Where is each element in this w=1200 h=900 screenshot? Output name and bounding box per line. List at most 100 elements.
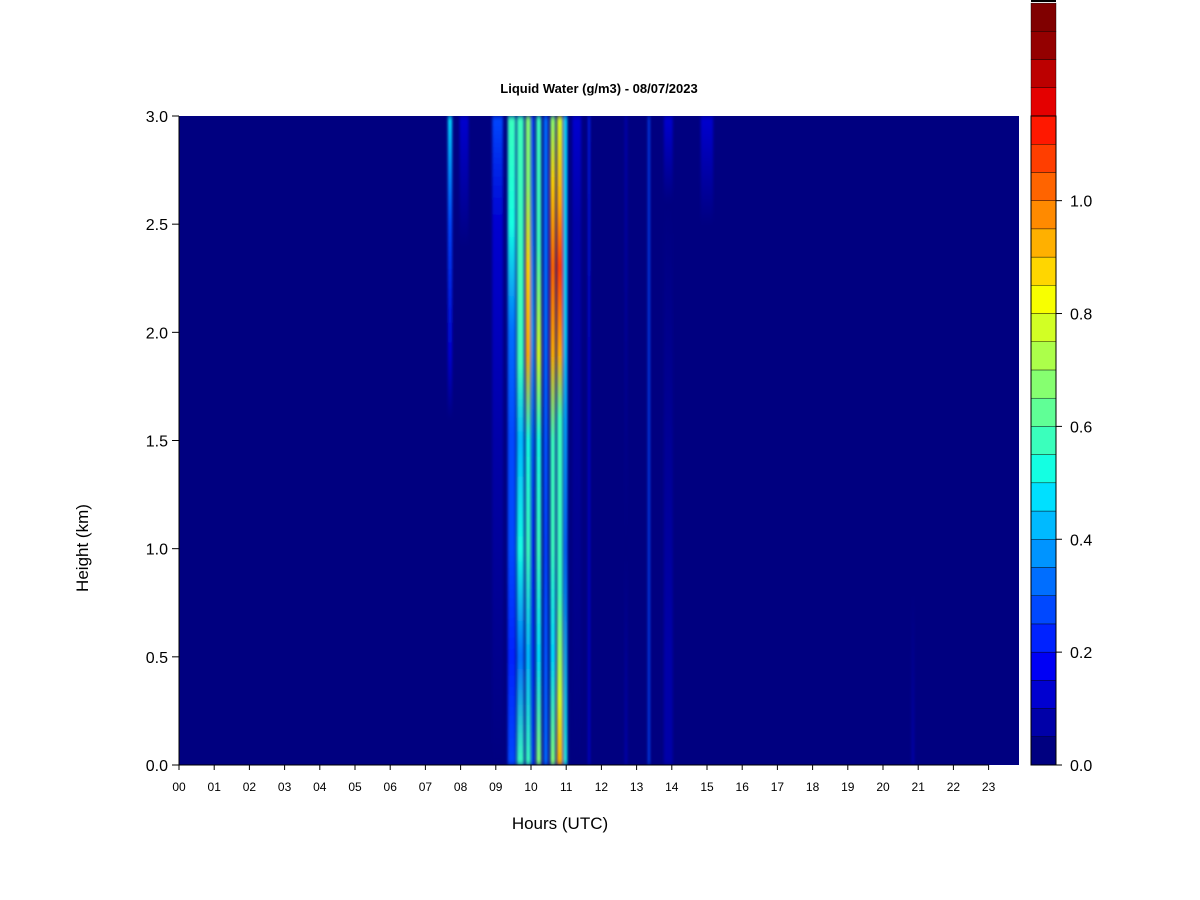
chart-title: Liquid Water (g/m3) - 08/07/2023 [500,81,697,96]
x-tick-label: 08 [454,780,468,794]
colorbar-segment [1030,397,1057,427]
x-tick-label: 01 [208,780,222,794]
data-column-band [663,116,673,765]
data-column-band [563,116,568,765]
x-tick-label: 02 [243,780,257,794]
data-column [507,116,516,765]
colorbar: 0.0 0.2 0.4 0.6 0.8 1.0 [1030,2,1092,775]
x-tick-label: 10 [524,780,538,794]
y-axis-label: Height (km) [73,504,92,592]
colorbar-segment [1030,31,1057,60]
colorbar-tick-label: 1.0 [1070,194,1092,211]
data-column-band [572,116,582,765]
colorbar-segment [1030,567,1057,596]
y-tick-label: 1.5 [146,434,168,451]
colorbar-segment [1030,482,1057,512]
x-tick-label: 21 [912,780,926,794]
colorbar-tick-label: 0.0 [1070,758,1092,775]
x-tick-label: 04 [313,780,327,794]
y-tick-label: 2.0 [146,325,168,342]
data-column-band [911,116,915,765]
colorbar-segment [1030,144,1057,173]
colorbar-segment [1030,200,1057,230]
x-tick-label: 07 [419,780,433,794]
x-tick-label: 00 [172,780,186,794]
colorbar-segment [1030,595,1057,625]
data-column [588,116,590,765]
data-column-band [624,116,628,765]
data-column-band [516,116,524,765]
x-tick-label: 23 [982,780,996,794]
y-tick-label: 1.0 [146,542,168,559]
data-column-band [536,116,542,765]
colorbar-segment [1030,510,1057,540]
x-tick-label: 17 [771,780,785,794]
data-column [525,116,531,765]
data-column-band [588,116,590,765]
x-tick-label: 13 [630,780,644,794]
data-column [700,116,714,765]
y-tick-label: 0.5 [146,650,168,667]
data-column [911,116,915,765]
data-column [663,116,673,765]
data-column [624,116,628,765]
x-tick-label: 12 [595,780,609,794]
data-column [572,116,582,765]
x-tick-label: 18 [806,780,820,794]
data-column [536,116,542,765]
colorbar-segment [1030,87,1057,117]
colorbar-tick-label: 0.8 [1070,307,1092,324]
colorbar-segment [1030,115,1057,145]
data-column [550,116,556,765]
x-axis: 00 01 02 03 04 05 06 07 08 09 10 11 12 13 14 15 16 17 18 19… [172,764,996,794]
data-column [531,116,535,765]
data-column-band [492,116,503,765]
data-column-band [507,116,516,765]
x-tick-label: 14 [665,780,679,794]
y-tick-label: 2.5 [146,217,168,234]
data-column [492,116,503,765]
colorbar-segment [1030,341,1057,371]
data-column [648,116,650,765]
colorbar-segment [1030,623,1057,653]
plot-background [179,116,1019,765]
colorbar-segment [1030,539,1057,568]
colorbar-segment [1030,426,1057,455]
data-column-band [557,116,563,765]
data-column-band [447,116,453,765]
colorbar-segment [1030,680,1057,709]
x-axis-label: Hours (UTC) [512,814,608,833]
x-tick-label: 22 [947,780,961,794]
data-column [543,116,548,765]
data-column-band [543,116,548,765]
data-column-band [700,116,714,765]
data-column-band [459,116,469,765]
x-tick-label: 06 [384,780,398,794]
y-tick-label: 3.0 [146,109,168,126]
x-tick-label: 15 [700,780,714,794]
colorbar-tick-label: 0.2 [1070,645,1092,662]
colorbar-segment [1030,228,1057,258]
colorbar-segment [1030,172,1057,201]
colorbar-segment [1030,651,1057,681]
x-tick-label: 05 [348,780,362,794]
colorbar-segment [1030,59,1057,88]
colorbar-segment [1030,285,1057,314]
colorbar-segment [1030,708,1057,737]
y-tick-label: 0.0 [146,758,168,775]
data-column [557,116,563,765]
x-tick-label: 16 [736,780,750,794]
data-column [516,116,524,765]
x-tick-label: 09 [489,780,503,794]
x-tick-label: 20 [876,780,890,794]
colorbar-segment [1030,736,1057,766]
colorbar-tick-label: 0.4 [1070,532,1092,549]
heatmap-columns [447,116,915,765]
data-column-band [648,116,650,765]
data-column-band [550,116,556,765]
data-column-band [525,116,531,765]
colorbar-segment [1030,454,1057,484]
colorbar-frame [1030,115,1057,766]
colorbar-segment [1030,369,1057,399]
